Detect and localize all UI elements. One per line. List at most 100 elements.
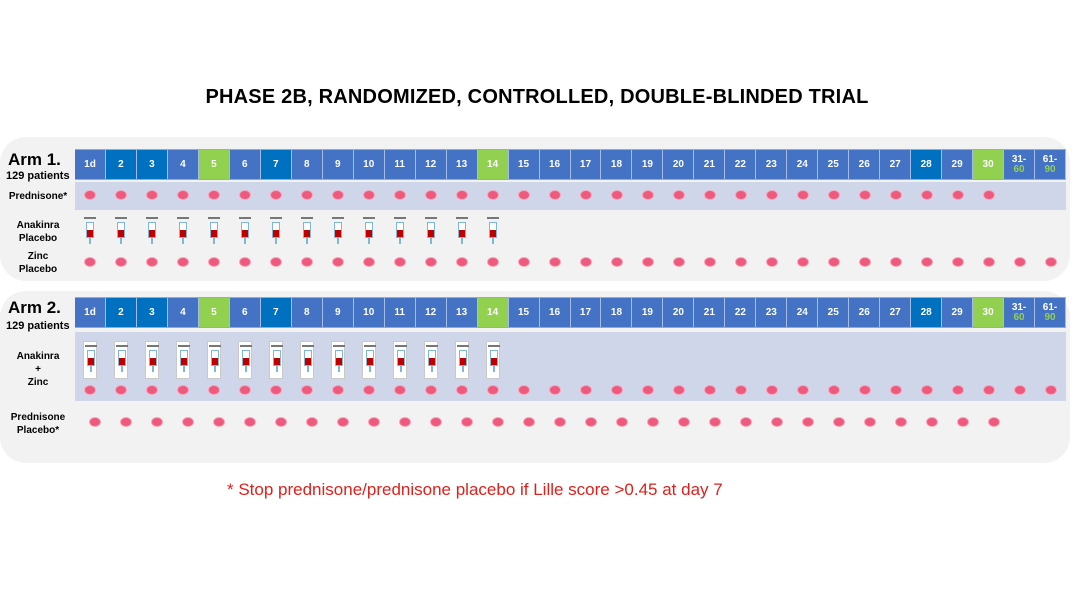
day-label: 19	[641, 158, 653, 170]
pill-icon	[672, 257, 685, 267]
syringe-tag	[425, 217, 438, 219]
syringe-needle	[493, 366, 496, 372]
day-label: 27	[889, 306, 901, 318]
syringe-needle	[90, 366, 93, 372]
pill-icon	[301, 385, 314, 395]
pill-icon	[641, 257, 654, 267]
pill-icon	[549, 257, 562, 267]
day-cell: 3	[136, 150, 168, 179]
pill-icon	[920, 257, 933, 267]
pill-icon	[739, 417, 752, 427]
day-cell: 19	[632, 298, 664, 327]
pill-icon	[394, 385, 407, 395]
day-label: 24	[796, 158, 808, 170]
arm-1-prednisone-label: Prednisone*	[8, 191, 68, 202]
pill-icon	[306, 417, 319, 427]
day-cell: 1d	[75, 298, 106, 327]
syringe-icon	[455, 341, 470, 379]
pill-icon	[1013, 257, 1026, 267]
syringe-needle	[368, 238, 371, 244]
day-label: 16	[548, 306, 561, 318]
pill-icon	[796, 385, 809, 395]
pill-icon	[89, 417, 102, 427]
day-cell: 8	[291, 298, 323, 327]
pill-icon	[858, 385, 871, 395]
day-label: 2	[118, 306, 124, 318]
pill-icon	[239, 190, 252, 200]
day-label: 7	[273, 306, 279, 318]
day-label: 28	[920, 306, 932, 318]
pill-icon	[765, 385, 778, 395]
day-cell: 11	[384, 150, 416, 179]
day-label: 6	[242, 158, 248, 170]
syringe-needle	[307, 366, 310, 372]
day-cell: 12	[415, 150, 447, 179]
syringe-icon	[83, 341, 98, 379]
pill-icon	[337, 417, 350, 427]
arm-2-name: Arm 2.	[8, 298, 61, 317]
pill-icon	[982, 190, 995, 200]
day-label: 7	[273, 158, 279, 170]
pill-icon	[734, 190, 747, 200]
syringe-tag	[239, 217, 252, 219]
day-label: 17	[579, 306, 592, 318]
day-cell: 24	[787, 150, 819, 179]
syringe-icon	[269, 341, 284, 379]
syringe-fill	[460, 358, 467, 365]
syringe-tag	[115, 217, 128, 219]
syringe-needle	[337, 238, 340, 244]
syringe-icon	[207, 341, 222, 379]
syringe-icon	[238, 341, 253, 379]
syringe-fill	[366, 230, 373, 237]
syringe-needle	[152, 366, 155, 372]
day-label: 4	[180, 306, 186, 318]
syringe-icon	[424, 217, 438, 245]
day-cell: 9	[322, 298, 354, 327]
day-cell: 61- 90	[1035, 298, 1066, 327]
pill-icon	[301, 257, 314, 267]
syringe-fill	[243, 358, 250, 365]
day-cell: 29	[942, 298, 974, 327]
pill-icon	[487, 385, 500, 395]
pill-icon	[120, 417, 133, 427]
pill-icon	[270, 257, 283, 267]
day-cell: 27	[880, 150, 912, 179]
syringe-tag	[364, 345, 377, 347]
syringe-fill	[150, 358, 157, 365]
syringe-icon	[424, 341, 439, 379]
day-label: 30	[982, 158, 994, 170]
pill-icon	[708, 417, 721, 427]
day-cell: 14	[477, 150, 509, 179]
day-cell: 20	[663, 298, 695, 327]
pill-icon	[951, 190, 964, 200]
day-label: 3	[149, 306, 155, 318]
syringe-needle	[245, 366, 248, 372]
pill-icon	[177, 190, 190, 200]
pill-icon	[84, 190, 97, 200]
pill-icon	[239, 385, 252, 395]
footnote: * Stop prednisone/prednisone placebo if …	[227, 480, 723, 499]
pill-icon	[703, 257, 716, 267]
syringe-fill	[490, 230, 497, 237]
day-label: 15	[517, 158, 530, 170]
syringe-fill	[367, 358, 374, 365]
syringe-tag	[178, 345, 191, 347]
pill-icon	[549, 190, 562, 200]
day-label: 18	[610, 158, 623, 170]
syringe-icon	[145, 217, 159, 245]
syringe-needle	[182, 238, 185, 244]
day-cell: 16	[539, 298, 571, 327]
syringe-needle	[214, 366, 217, 372]
pill-icon	[951, 257, 964, 267]
day-cell: 21	[694, 150, 726, 179]
pill-icon	[827, 385, 840, 395]
day-cell: 19	[632, 150, 664, 179]
syringe-fill	[211, 230, 218, 237]
syringe-needle	[151, 238, 154, 244]
pill-icon	[399, 417, 412, 427]
syringe-icon	[300, 217, 314, 245]
arm-1-anakinra-label: Anakinra Placebo	[16, 220, 60, 244]
pill-icon	[982, 257, 995, 267]
pill-icon	[177, 385, 190, 395]
pill-icon	[646, 417, 659, 427]
